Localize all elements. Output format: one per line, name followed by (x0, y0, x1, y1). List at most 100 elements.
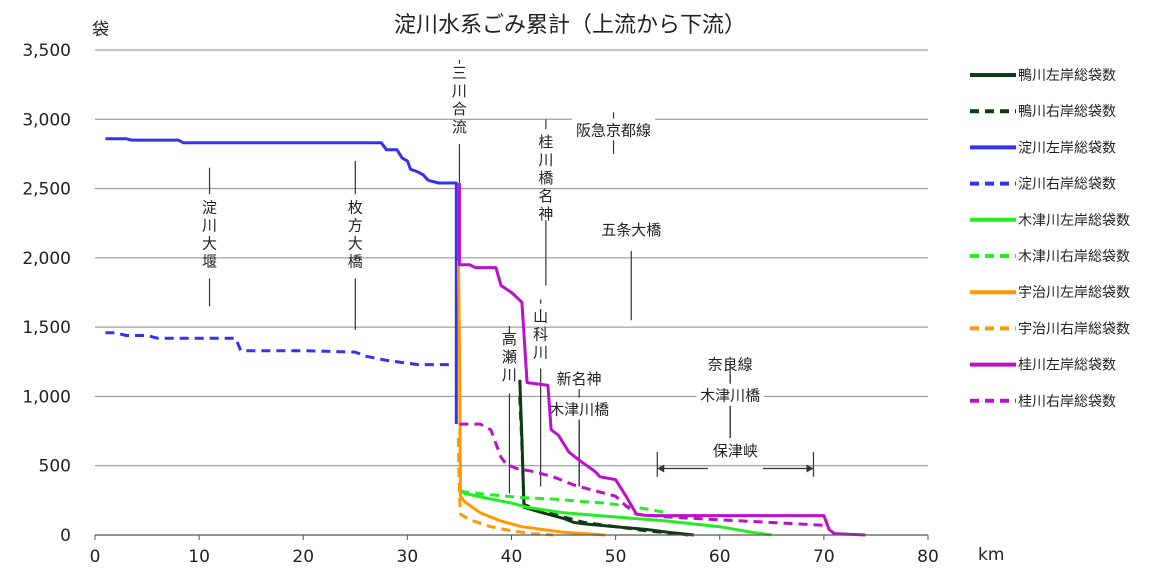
x-tick-label: 0 (90, 547, 101, 567)
legend-item: 木津川左岸総袋数 (970, 213, 1130, 229)
legend-item: 宇治川右岸総袋数 (970, 321, 1130, 337)
legend-item: 宇治川左岸総袋数 (970, 285, 1130, 301)
legend-label: 鴨川右岸総袋数 (1018, 104, 1116, 120)
legend: 鴨川左岸総袋数鴨川右岸総袋数淀川左岸総袋数淀川右岸総袋数木津川左岸総袋数木津川右… (970, 68, 1130, 410)
annotation-label: 木津川橋 (549, 401, 609, 419)
legend-item: 淀川右岸総袋数 (970, 177, 1116, 193)
series-line (456, 260, 606, 537)
y-axis-label: 袋 (92, 20, 109, 40)
legend-label: 鴨川左岸総袋数 (1018, 68, 1116, 84)
chart-title: 淀川水系ごみ累計（上流から下流） (394, 13, 746, 38)
annotation-bg (597, 218, 666, 241)
annotation-char: 大 (202, 234, 217, 252)
series-line (459, 489, 773, 537)
annotation-char: 三 (452, 64, 467, 82)
annotation-char: 山 (533, 308, 548, 326)
legend-item: 木津川右岸総袋数 (970, 249, 1130, 265)
annotation: 高瀬川 (502, 325, 517, 494)
legend-label: 淀川右岸総袋数 (1018, 177, 1116, 193)
grid-lines (95, 49, 928, 536)
annotation-char: 合 (452, 100, 467, 118)
annotation-label: 阪急京都線 (576, 121, 651, 139)
annotation-bg (552, 367, 606, 390)
annotation-char: 橋 (348, 252, 363, 270)
y-tick-label: 500 (39, 457, 71, 477)
annotation-label: 高瀬川 (502, 330, 517, 384)
annotation: 木津川橋 (545, 396, 614, 487)
annotation-bg (545, 397, 614, 420)
series-line (105, 331, 449, 367)
annotation-char: 枚 (348, 198, 363, 216)
annotation-char: 大 (348, 234, 363, 252)
annotation-label: 五条大橋 (601, 221, 661, 239)
y-tick-label: 0 (60, 526, 71, 546)
arrowhead-right (806, 464, 814, 473)
y-tick-label: 3,500 (22, 41, 71, 61)
x-tick-label: 50 (605, 547, 627, 567)
legend-label: 宇治川右岸総袋数 (1018, 321, 1130, 337)
annotation-label: 木津川橋 (700, 387, 760, 405)
annotation-label: 淀川大堰 (202, 198, 217, 270)
x-tick-label: 60 (709, 547, 731, 567)
annotation-char: 川 (452, 82, 467, 100)
legend-label: 木津川右岸総袋数 (1018, 249, 1130, 265)
annotation-label: 枚方大橋 (348, 198, 363, 270)
x-tick-label: 30 (397, 547, 419, 567)
x-axis-label: km (978, 545, 1004, 565)
y-axis-ticks: 0 500 1,000 1,500 2,000 2,500 3,000 3,500 (22, 41, 71, 546)
series-line (105, 137, 458, 425)
legend-item: 鴨川左岸総袋数 (970, 68, 1116, 84)
annotation: 保津峡 (656, 442, 815, 477)
annotation-char: 堰 (202, 252, 217, 270)
legend-label: 桂川右岸総袋数 (1018, 394, 1116, 410)
legend-label: 木津川左岸総袋数 (1018, 213, 1130, 229)
y-tick-label: 3,000 (22, 110, 71, 130)
annotation-char: 川 (502, 366, 517, 384)
x-tick-label: 40 (501, 547, 523, 567)
series-line (457, 183, 866, 537)
series-line (459, 422, 824, 527)
annotation: 三川合流 (452, 59, 467, 189)
annotation-char: 科 (533, 326, 548, 344)
y-tick-label: 1,000 (22, 387, 71, 407)
annotation-char: 方 (348, 216, 363, 234)
data-series (105, 137, 866, 537)
annotation-char: 高 (502, 330, 517, 348)
series-line (456, 437, 554, 537)
annotation-char: 流 (452, 118, 467, 136)
annotation-char: 神 (538, 205, 553, 223)
annotation-label: 新名神 (557, 370, 602, 388)
legend-item: 桂川右岸総袋数 (970, 394, 1116, 410)
annotation-char: 瀬 (502, 348, 517, 366)
annotation-label: 山科川 (533, 308, 548, 362)
legend-item: 淀川左岸総袋数 (970, 140, 1116, 156)
annotation: 山科川 (533, 299, 548, 487)
y-tick-label: 2,500 (22, 180, 71, 200)
legend-label: 宇治川左岸総袋数 (1018, 285, 1130, 301)
x-tick-label: 20 (292, 547, 314, 567)
annotation-char: 桂 (538, 133, 553, 151)
annotation: 木津川橋 (696, 361, 765, 438)
x-tick-label: 10 (188, 547, 210, 567)
annotation-bg (572, 118, 656, 141)
annotation: 阪急京都線 (572, 112, 656, 154)
legend-item: 鴨川右岸総袋数 (970, 104, 1116, 120)
annotation-char: 橋 (538, 169, 553, 187)
series-line (518, 396, 689, 537)
legend-label: 淀川左岸総袋数 (1018, 140, 1116, 156)
annotation-char: 川 (533, 344, 548, 362)
arrowhead-left (657, 464, 665, 473)
annotation: 枚方大橋 (348, 160, 363, 330)
annotation-label: 三川合流 (452, 64, 467, 136)
annotation: 五条大橋 (597, 218, 666, 321)
annotation-label: 保津峡 (713, 442, 758, 460)
y-tick-label: 1,500 (22, 318, 71, 338)
x-axis-ticks: 0 10 20 30 40 50 60 70 80 (90, 535, 939, 567)
annotation: 桂川橋名神 (538, 119, 553, 286)
x-tick-label: 70 (813, 547, 835, 567)
y-tick-label: 2,000 (22, 249, 71, 269)
annotation-char: 川 (202, 216, 217, 234)
